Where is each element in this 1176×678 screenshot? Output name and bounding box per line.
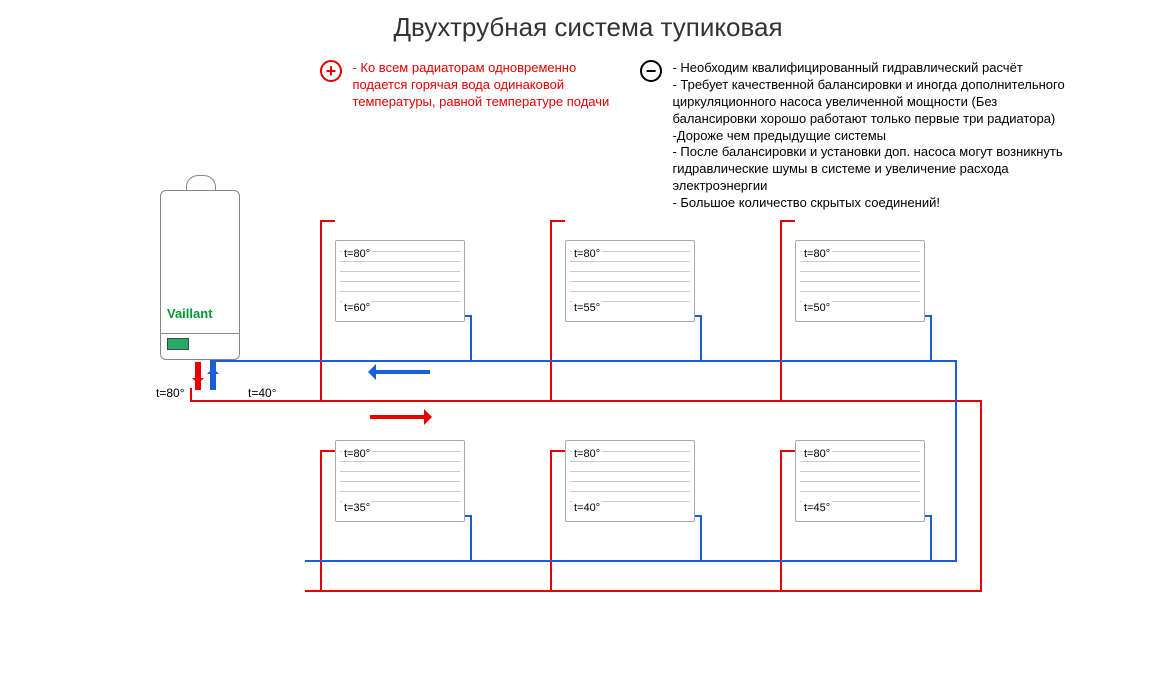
- return-drop-r1c1: [700, 315, 702, 362]
- return-drop-r2c0: [470, 515, 472, 562]
- supply-stub-r2c1: [550, 450, 565, 452]
- return-main-row1: [210, 360, 955, 362]
- radiator-r2c0: t=80° t=35°: [335, 440, 465, 522]
- return-drop-right: [955, 360, 957, 562]
- return-stub-r1c2: [925, 315, 932, 317]
- temp-in-label: t=80°: [342, 447, 372, 461]
- return-drop-r2c2: [930, 515, 932, 562]
- return-stub-r2c0: [465, 515, 472, 517]
- radiator-r2c2: t=80° t=45°: [795, 440, 925, 522]
- temp-in-label: t=80°: [572, 447, 602, 461]
- supply-riser-r2c1: [550, 450, 552, 590]
- radiator-r1c0: t=80° t=60°: [335, 240, 465, 322]
- return-flow-arrow-icon: [370, 370, 430, 374]
- return-drop-r1c2: [930, 315, 932, 362]
- supply-riser-r2c2: [780, 450, 782, 590]
- boiler-supply-temp: t=80°: [156, 386, 185, 400]
- supply-riser-r1c0: [320, 220, 322, 400]
- supply-stub-r2c2: [780, 450, 795, 452]
- temp-in-label: t=80°: [802, 447, 832, 461]
- pros-block: + - Ко всем радиаторам одновременно пода…: [320, 60, 620, 111]
- return-stub-r2c2: [925, 515, 932, 517]
- boiler: Vaillant: [160, 190, 240, 360]
- radiator-r2c1: t=80° t=40°: [565, 440, 695, 522]
- supply-stub-r2c0: [320, 450, 335, 452]
- supply-main-row2: [305, 590, 982, 592]
- radiator-r1c1: t=80° t=55°: [565, 240, 695, 322]
- return-stub-r2c1: [695, 515, 702, 517]
- boiler-handle-icon: [186, 175, 216, 191]
- temp-out-label: t=60°: [342, 301, 372, 315]
- supply-stub-r1c1: [550, 220, 565, 222]
- boiler-return-temp: t=40°: [248, 386, 277, 400]
- supply-riser-r1c2: [780, 220, 782, 400]
- supply-drop-right: [980, 400, 982, 592]
- supply-stub-r1c2: [780, 220, 795, 222]
- return-main-row2: [305, 560, 957, 562]
- temp-out-label: t=55°: [572, 301, 602, 315]
- temp-out-label: t=45°: [802, 501, 832, 515]
- temp-out-label: t=35°: [342, 501, 372, 515]
- return-boiler-drop: [210, 360, 212, 388]
- supply-riser-r2c0: [320, 450, 322, 590]
- temp-out-label: t=40°: [572, 501, 602, 515]
- page-title: Двухтрубная система тупиковая: [0, 12, 1176, 43]
- supply-arrow-icon: [195, 362, 201, 390]
- supply-boiler-drop: [190, 388, 192, 402]
- supply-flow-arrow-icon: [370, 415, 430, 419]
- temp-out-label: t=50°: [802, 301, 832, 315]
- radiator-r1c2: t=80° t=50°: [795, 240, 925, 322]
- supply-main-row1: [190, 400, 980, 402]
- return-drop-r2c1: [700, 515, 702, 562]
- supply-stub-r1c0: [320, 220, 335, 222]
- return-drop-r1c0: [470, 315, 472, 362]
- temp-in-label: t=80°: [572, 247, 602, 261]
- heating-diagram: Vaillant t=80° t=40° t=80° t=60°: [160, 190, 1060, 640]
- return-stub-r1c0: [465, 315, 472, 317]
- temp-in-label: t=80°: [342, 247, 372, 261]
- supply-riser-r1c1: [550, 220, 552, 400]
- plus-icon: +: [320, 60, 342, 82]
- boiler-display-icon: [161, 333, 239, 353]
- minus-icon: −: [640, 60, 662, 82]
- temp-in-label: t=80°: [802, 247, 832, 261]
- return-stub-r1c1: [695, 315, 702, 317]
- pros-text: - Ко всем радиаторам одновременно подает…: [352, 60, 612, 111]
- boiler-brand: Vaillant: [167, 306, 213, 321]
